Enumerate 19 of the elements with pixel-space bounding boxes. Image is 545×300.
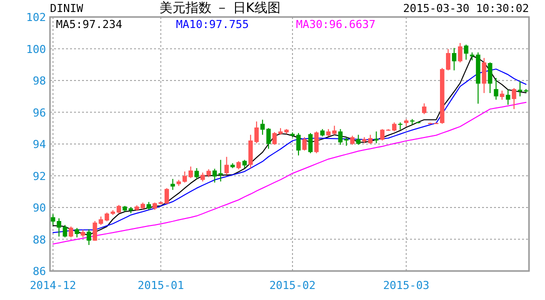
x-tick-label: 2014-12 (30, 279, 76, 292)
text: MA10:97.755 (176, 18, 249, 31)
y-tick-label: 88 (32, 233, 46, 246)
y-tick-label: 86 (32, 265, 46, 278)
y-tick-label: 92 (32, 170, 46, 183)
y-tick-label: 100 (26, 42, 46, 56)
y-tick-label: 96 (32, 106, 46, 120)
text: DINIW (50, 2, 84, 15)
x-tick-label: 2015-01 (138, 279, 184, 292)
text: MA5:97.234 (56, 18, 123, 31)
x-tick-label: 2015-02 (269, 279, 316, 292)
y-tick-label: 94 (32, 138, 46, 151)
text: MA30:96.6637 (296, 18, 376, 31)
x-tick-label: 2015-03 (383, 279, 430, 292)
chart-title: 美元指数 － 日K线图 (160, 0, 280, 16)
y-tick-label: 90 (32, 202, 46, 214)
y-tick-label: 98 (32, 74, 46, 88)
text: 2015-03-30 10:30:02 (403, 2, 529, 15)
y-tick-label: 102 (26, 11, 46, 24)
